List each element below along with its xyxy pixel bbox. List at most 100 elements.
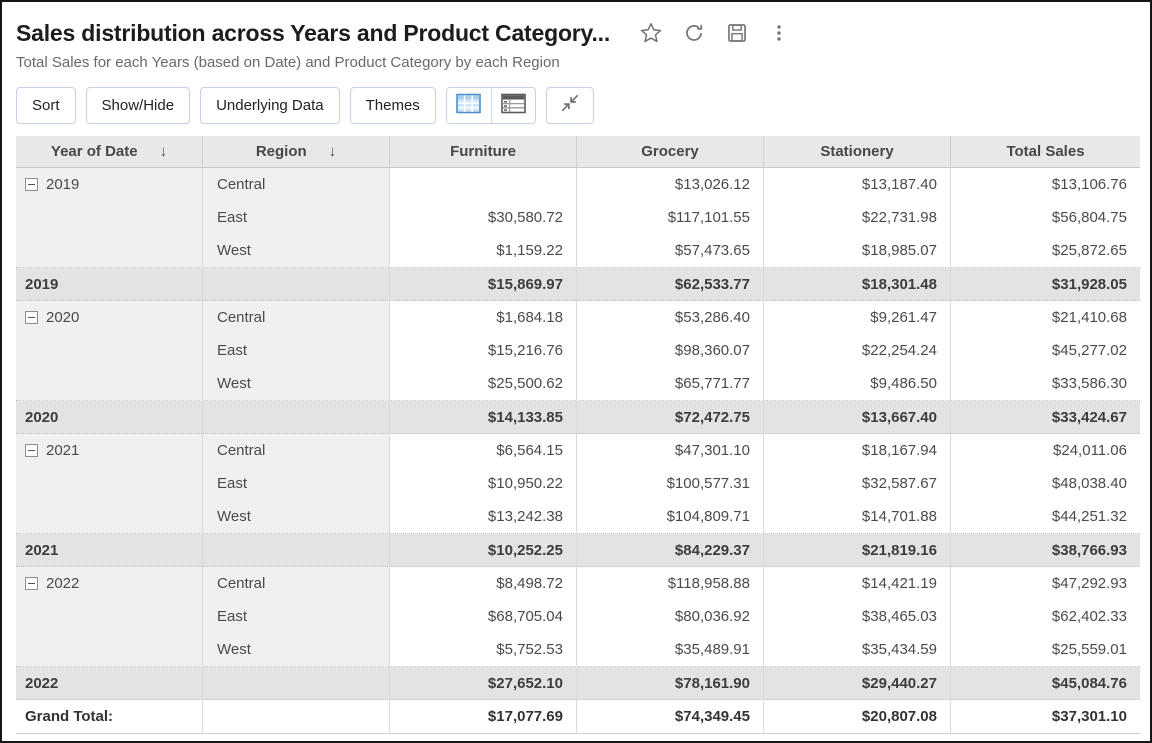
subtotal-value-cell: $78,161.90 [577, 667, 764, 700]
grand-total-label: Grand Total: [16, 700, 203, 734]
value-cell: $5,752.53 [496, 641, 563, 658]
value-cell: $53,286.40 [674, 309, 750, 326]
year-line: 2020 [16, 301, 202, 334]
value-cell: $14,701.88 [861, 508, 937, 525]
year-cell: 2020 [16, 301, 203, 400]
year-cell: 2019 [16, 168, 203, 267]
value-cell: $33,586.30 [1051, 375, 1127, 392]
subtotal-value-cell: $38,766.93 [1051, 542, 1127, 559]
value-cell: $57,473.65 [674, 242, 750, 259]
year-block-2020: 2020 Central East West $1,684.18 $15,216.76 $2… [16, 301, 1140, 401]
column-header-stationery[interactable]: Stationery [764, 136, 951, 167]
subtotal-value-cell: $31,928.05 [1051, 276, 1127, 293]
column-header-grocery[interactable]: Grocery [577, 136, 764, 167]
sort-descending-icon[interactable]: ↓ [159, 143, 168, 160]
furniture-column: $6,564.15 $10,950.22 $13,242.38 [390, 434, 577, 533]
subtotal-region-cell [203, 667, 390, 700]
pivot-header-row: Year of Date ↓ Region ↓ Furniture Grocery Stat… [16, 136, 1140, 168]
column-header-region[interactable]: Region ↓ [203, 136, 390, 167]
year-line: 2021 [16, 434, 202, 467]
value-cell: $30,580.72 [487, 209, 563, 226]
value-cell: $22,254.24 [861, 342, 937, 359]
subtotal-region-cell [203, 401, 390, 434]
title-action-icons [640, 22, 789, 44]
region-column: Central East West [203, 168, 390, 267]
value-cell: $25,500.62 [487, 375, 563, 392]
value-cell: $35,434.59 [861, 641, 937, 658]
year-block-2021: 2021 Central East West $6,564.15 $10,950.22 $1… [16, 434, 1140, 534]
value-cell: $18,167.94 [861, 442, 937, 459]
column-header-label: Stationery [820, 143, 894, 160]
value-cell: $10,950.22 [487, 475, 563, 492]
year-cell: 2021 [16, 434, 203, 533]
region-column: Central East West [203, 434, 390, 533]
value-cell: $13,106.76 [1051, 176, 1127, 193]
region-label: Central [217, 309, 266, 326]
sort-descending-icon[interactable]: ↓ [328, 143, 337, 160]
refresh-icon[interactable] [683, 22, 705, 44]
value-cell [390, 168, 576, 201]
year-line: 2022 [16, 567, 202, 600]
value-cell: $21,410.68 [1051, 309, 1127, 326]
show-hide-button[interactable]: Show/Hide [85, 86, 191, 124]
grocery-column: $13,026.12 $117,101.55 $57,473.65 [577, 168, 764, 267]
collapse-button[interactable] [545, 86, 594, 124]
year-subtotal-row-2019: 2019 $15,869.97 $62,533.77 $18,301.48 $31,92… [16, 268, 1140, 301]
toolbar: Sort Show/Hide Underlying Data Themes [16, 86, 1136, 124]
collapse-toggle-icon[interactable] [25, 178, 38, 191]
value-cell: $24,011.06 [1053, 442, 1127, 459]
grocery-column: $47,301.10 $100,577.31 $104,809.71 [577, 434, 764, 533]
value-cell: $65,771.77 [674, 375, 750, 392]
subtotal-value-cell: $18,301.48 [764, 268, 951, 301]
value-cell: $1,159.22 [496, 242, 563, 259]
underlying-data-button[interactable]: Underlying Data [200, 86, 340, 124]
value-cell: $44,251.32 [1051, 508, 1127, 525]
subtotal-value-cell: $21,819.16 [764, 534, 951, 567]
column-header-label: Grocery [641, 143, 699, 160]
stationery-column: $14,421.19 $38,465.03 $35,434.59 [764, 567, 951, 666]
total-sales-column: $21,410.68 $45,277.02 $33,586.30 [951, 301, 1140, 400]
themes-button[interactable]: Themes [349, 86, 436, 124]
value-cell: $100,577.31 [666, 475, 750, 492]
collapse-toggle-icon[interactable] [25, 311, 38, 324]
column-header-label: Total Sales [1006, 143, 1085, 160]
save-icon[interactable] [726, 22, 748, 44]
region-label: West [217, 375, 251, 392]
year-subtotal-row-2022: 2022 $27,652.10 $78,161.90 $29,440.27 $45,08… [16, 667, 1140, 700]
furniture-column: $30,580.72 $1,159.22 [390, 168, 577, 267]
value-cell: $14,421.19 [861, 575, 937, 592]
value-cell: $9,486.50 [870, 375, 937, 392]
page-subtitle: Total Sales for each Years (based on Dat… [16, 54, 560, 71]
subtotal-region-cell [203, 534, 390, 567]
region-label: West [217, 641, 251, 658]
grocery-column: $53,286.40 $98,360.07 $65,771.77 [577, 301, 764, 400]
region-label: Central [217, 176, 266, 193]
collapse-toggle-icon[interactable] [25, 577, 38, 590]
region-label: East [217, 475, 248, 492]
column-header-total-sales[interactable]: Total Sales [951, 136, 1140, 167]
collapse-toggle-icon[interactable] [25, 444, 38, 457]
stationery-column: $9,261.47 $22,254.24 $9,486.50 [764, 301, 951, 400]
table-view-icon [456, 93, 482, 117]
subtotal-value-cell: $62,533.77 [577, 268, 764, 301]
value-cell: $47,301.10 [674, 442, 750, 459]
grand-total-value-cell: $74,349.45 [577, 700, 764, 734]
subtotal-year-label: 2021 [16, 534, 203, 567]
year-label: 2022 [46, 575, 80, 592]
column-header-furniture[interactable]: Furniture [390, 136, 577, 167]
sort-button[interactable]: Sort [16, 86, 76, 124]
year-label: 2021 [46, 442, 80, 459]
grand-total-value-cell: $37,301.10 [1051, 708, 1127, 725]
table-view-button[interactable] [446, 87, 491, 123]
subtotal-value-cell: $45,084.76 [1051, 675, 1127, 692]
region-label: East [217, 209, 248, 226]
column-header-year-of-date[interactable]: Year of Date ↓ [16, 136, 203, 167]
value-cell: $35,489.91 [674, 641, 750, 658]
subtotal-value-cell: $27,652.10 [390, 667, 577, 700]
value-cell: $18,985.07 [861, 242, 937, 259]
star-icon[interactable] [640, 22, 662, 44]
tabular-view-button[interactable] [490, 87, 535, 123]
value-cell: $45,277.02 [1051, 342, 1127, 359]
more-vertical-icon[interactable] [769, 22, 789, 44]
title-row: Sales distribution across Years and Prod… [16, 15, 1136, 51]
